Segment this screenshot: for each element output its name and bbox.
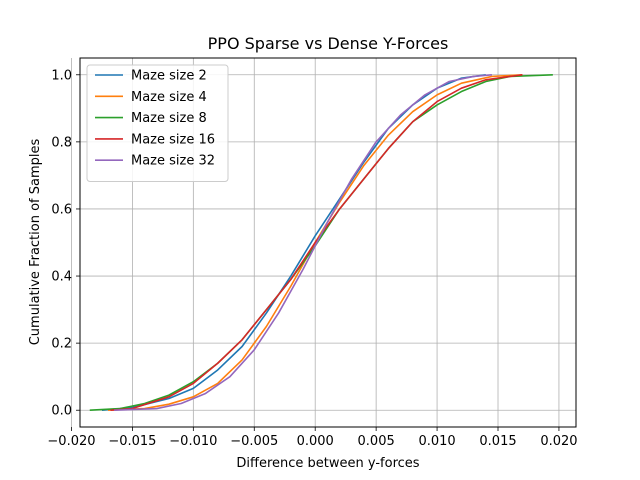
y-tick-label: 0.8	[51, 135, 72, 150]
plot-frame	[79, 57, 577, 428]
x-tick-label: 0.010	[418, 434, 455, 449]
chart-title: PPO Sparse vs Dense Y-Forces	[208, 34, 449, 53]
series-lines	[89, 73, 553, 412]
y-tick-label: 0.4	[51, 270, 72, 285]
y-tick-label: 0.6	[51, 202, 72, 217]
x-tick-label: 0.015	[479, 434, 516, 449]
x-tick-label: 0.005	[358, 434, 395, 449]
legend-label: Maze size 2	[131, 69, 207, 84]
legend-label: Maze size 32	[131, 154, 215, 169]
x-ticks: −0.020 −0.015 −0.010 −0.005 0.000 0.005 0.010 0…	[47, 427, 578, 449]
series-line-1	[101, 73, 486, 412]
y-tick-label: 0.2	[51, 337, 72, 352]
legend-label: Maze size 16	[131, 132, 215, 147]
x-tick-label: 0.000	[297, 434, 334, 449]
series-line-5	[114, 73, 492, 412]
x-tick-label: −0.015	[108, 434, 156, 449]
y-axis-label: Cumulative Fraction of Samples	[28, 139, 43, 346]
legend-label: Maze size 8	[131, 111, 207, 126]
x-tick-label: −0.005	[230, 434, 278, 449]
x-tick-label: −0.010	[169, 434, 217, 449]
x-tick-label: 0.020	[540, 434, 577, 449]
y-tick-label: 1.0	[51, 68, 72, 83]
legend-label: Maze size 4	[131, 90, 207, 105]
legend: Maze size 2 Maze size 4 Maze size 8 Maze si…	[86, 64, 229, 182]
legend-box	[86, 64, 229, 182]
x-tick-label: −0.020	[47, 434, 95, 449]
x-axis-label: Difference between y-forces	[236, 456, 419, 471]
series-line-4	[110, 73, 523, 412]
y-ticks: 0.0 0.2 0.4 0.6 0.8 1.0	[51, 68, 80, 419]
y-tick-label: 0.0	[51, 404, 72, 419]
